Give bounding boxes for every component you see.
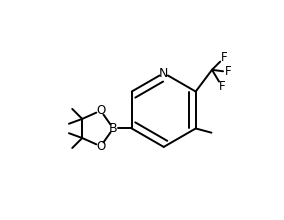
Text: O: O <box>96 140 105 153</box>
Text: N: N <box>159 67 168 80</box>
Text: F: F <box>221 51 227 64</box>
Text: O: O <box>96 104 105 117</box>
Text: F: F <box>218 80 225 93</box>
Text: F: F <box>225 66 231 79</box>
Text: B: B <box>109 122 118 135</box>
